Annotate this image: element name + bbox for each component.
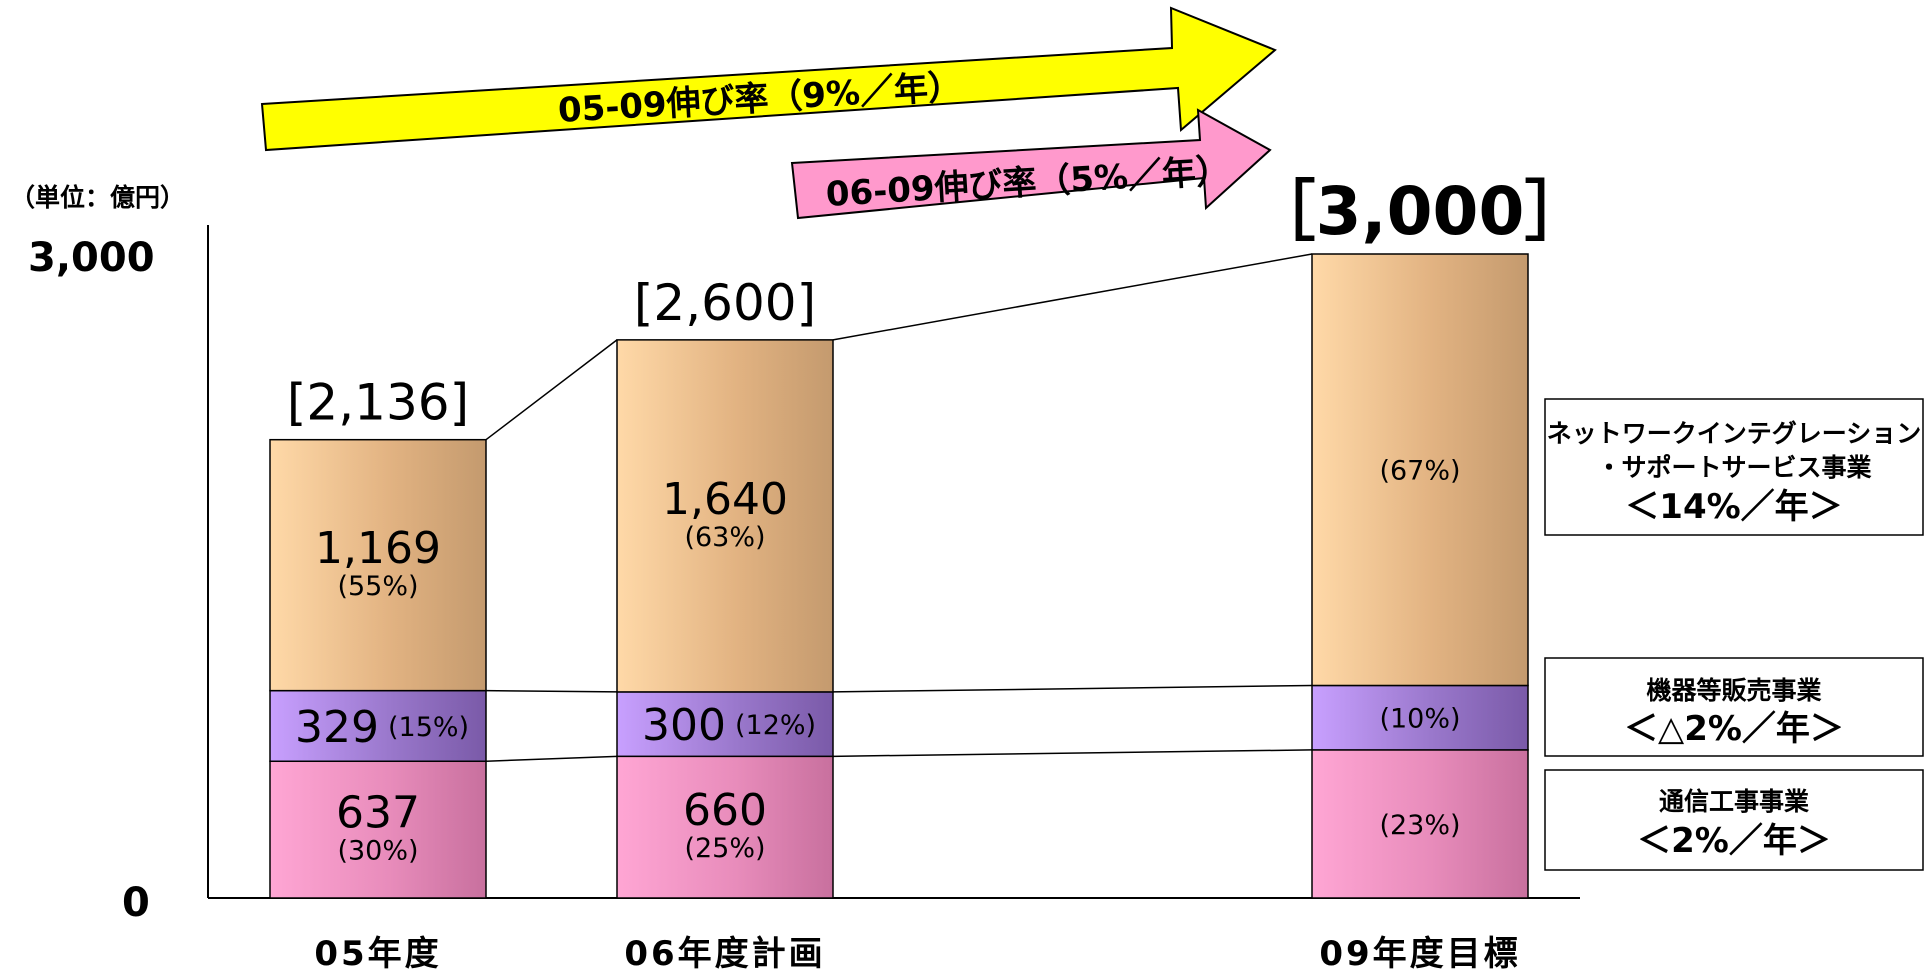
legend: ネットワークインテグレーション ・サポートサービス事業 ＜14%／年＞ 機器等販… bbox=[1544, 398, 1924, 871]
legend-item-network: ネットワークインテグレーション ・サポートサービス事業 ＜14%／年＞ bbox=[1544, 398, 1924, 536]
growth-arrow-05-09: 05-09伸び率（9%／年） bbox=[260, 6, 1277, 152]
legend-rate: ＜△2%／年＞ bbox=[1624, 709, 1844, 749]
bar-segment bbox=[616, 691, 834, 758]
bar-segment bbox=[1311, 253, 1529, 687]
bar-labels: 637(30%) 329 (15%) 1,169(55%) [2,136] 05年度 660… bbox=[287, 173, 1590, 969]
bar-segment bbox=[616, 755, 834, 899]
legend-line: 通信工事事業 bbox=[1659, 787, 1809, 816]
legend-rate: ＜2%／年＞ bbox=[1637, 821, 1831, 861]
bar-segment bbox=[1311, 749, 1529, 899]
data-label-pct: (63%) bbox=[684, 522, 765, 553]
connector-line bbox=[832, 253, 1313, 341]
legend-line: ・サポートサービス事業 bbox=[1596, 453, 1871, 482]
arrow-shape bbox=[790, 108, 1272, 220]
bar-segment bbox=[269, 438, 487, 692]
total-label: ［3,000］ bbox=[1250, 173, 1591, 250]
data-label-pct: (67%) bbox=[1379, 456, 1460, 487]
data-label-pct: (25%) bbox=[684, 833, 765, 864]
legend-box bbox=[1544, 398, 1924, 536]
x-tick-label: 09年度目標 bbox=[1319, 934, 1520, 969]
connector-lines bbox=[485, 253, 1313, 763]
unit-label: （単位：億円） bbox=[10, 183, 185, 212]
growth-arrow-06-09: 06-09伸び率（5%／年） bbox=[790, 108, 1272, 220]
bars bbox=[269, 253, 1529, 899]
legend-box bbox=[1544, 657, 1924, 757]
data-label-pct: (30%) bbox=[337, 836, 418, 867]
data-label-pct: (15%) bbox=[388, 712, 469, 743]
legend-line: ネットワークインテグレーション bbox=[1547, 419, 1922, 448]
connector-line bbox=[485, 755, 618, 763]
data-label-value: 329 bbox=[295, 702, 379, 753]
x-tick-label: 06年度計画 bbox=[624, 934, 825, 969]
bar-segment bbox=[616, 339, 834, 693]
bar-segment bbox=[269, 689, 487, 763]
legend-item-construction: 通信工事事業 ＜2%／年＞ bbox=[1544, 769, 1924, 871]
data-label-value: 1,169 bbox=[315, 523, 441, 574]
y-tick-max: 3,000 bbox=[28, 235, 155, 281]
data-label-value: 300 bbox=[642, 700, 726, 751]
data-label-pct: (10%) bbox=[1379, 704, 1460, 735]
y-tick-zero: 0 bbox=[122, 880, 150, 926]
x-tick-label: 05年度 bbox=[314, 934, 441, 969]
legend-item-equipment: 機器等販売事業 ＜△2%／年＞ bbox=[1544, 657, 1924, 757]
bar-segment bbox=[269, 760, 487, 899]
data-label-value: 1,640 bbox=[662, 474, 788, 525]
connector-line bbox=[832, 684, 1313, 693]
bar-segment bbox=[1311, 684, 1529, 751]
legend-rate: ＜14%／年＞ bbox=[1625, 487, 1842, 527]
total-label: [2,600] bbox=[634, 274, 816, 332]
data-label-pct: (12%) bbox=[735, 710, 816, 741]
arrow-shape bbox=[260, 6, 1277, 152]
connector-line bbox=[485, 689, 618, 693]
data-label-pct: (23%) bbox=[1379, 810, 1460, 841]
total-label: [2,136] bbox=[287, 373, 469, 431]
data-label-value: 637 bbox=[336, 788, 420, 839]
connector-line bbox=[832, 749, 1313, 758]
data-label-pct: (55%) bbox=[337, 571, 418, 602]
data-label-value: 660 bbox=[683, 785, 767, 836]
connector-line bbox=[485, 339, 618, 441]
legend-line: 機器等販売事業 bbox=[1646, 676, 1821, 705]
legend-box bbox=[1544, 769, 1924, 871]
